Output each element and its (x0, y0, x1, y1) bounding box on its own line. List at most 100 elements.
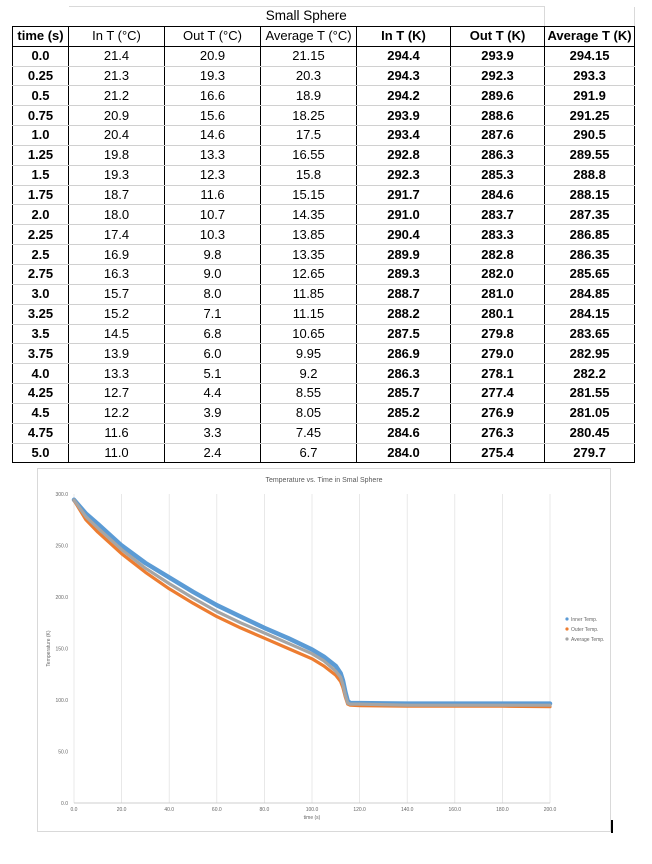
x-tick-label: 200.0 (544, 807, 557, 813)
table-cell: 18.7 (68, 185, 165, 206)
table-cell: 19.8 (68, 145, 165, 166)
table-cell: 1.5 (12, 165, 69, 186)
table-cell: 294.15 (544, 46, 636, 67)
table-cell: 9.0 (164, 264, 261, 285)
table-cell: 13.3 (164, 145, 261, 166)
legend-marker (565, 637, 569, 641)
table-cell: 289.9 (356, 244, 451, 265)
table-cell: 284.6 (450, 185, 546, 206)
table-cell: 290.4 (356, 224, 451, 246)
table-cell: 3.0 (12, 284, 69, 305)
table-cell: 3.25 (12, 304, 69, 325)
table-cell: 282.0 (450, 264, 546, 285)
table-cell: 290.5 (544, 125, 636, 146)
table-cell: 2.75 (12, 264, 69, 285)
table-cell: 18.9 (260, 85, 357, 107)
table-cell: 2.0 (12, 204, 69, 226)
x-tick-label: 140.0 (401, 807, 414, 813)
table-row: 2.25 17.4 10.3 13.85 290.4 283.3 286.85 (12, 224, 636, 246)
table-cell: 15.7 (68, 284, 165, 305)
table-cell: 289.3 (356, 264, 451, 285)
table-row: 4.75 11.6 3.3 7.45 284.6 276.3 280.45 (12, 423, 636, 444)
table-row: 0.25 21.3 19.3 20.3 294.3 292.3 293.3 (12, 66, 636, 87)
table-cell: 10.65 (260, 324, 357, 345)
table-cell: 13.9 (68, 343, 165, 365)
chart-title: Temperature vs. Time in Smal Sphere (265, 477, 382, 484)
table-cell: 13.35 (260, 244, 357, 265)
x-tick-label: 60.0 (212, 807, 222, 813)
small-sphere-table: Small Sphere time (s) In T (°C) Out T (°C)… (12, 6, 636, 464)
table-cell: 6.8 (164, 324, 261, 345)
column-header: In T (K) (356, 26, 451, 47)
table-cell: 10.3 (164, 224, 261, 246)
table-cell: 1.25 (12, 145, 69, 166)
table-cell: 0.0 (12, 46, 69, 67)
x-axis-label: time (s) (304, 815, 321, 821)
table-cell: 4.4 (164, 383, 261, 404)
table-cell: 283.7 (450, 204, 546, 226)
table-cell: 16.9 (68, 244, 165, 265)
table-cell: 285.2 (356, 403, 451, 424)
table-cell: 2.25 (12, 224, 69, 246)
table-cell: 0.5 (12, 85, 69, 107)
table-cell: 291.25 (544, 105, 636, 127)
table-cell: 275.4 (450, 443, 546, 464)
legend-entry: Inner Temp. (571, 617, 597, 623)
table-cell: 11.15 (260, 304, 357, 325)
table-cell: 19.3 (68, 165, 165, 186)
table-title: Small Sphere (68, 6, 546, 27)
x-tick-label: 20.0 (117, 807, 127, 813)
table-cell: 9.2 (260, 363, 357, 385)
table-cell: 281.0 (450, 284, 546, 305)
table-cell: 294.3 (356, 66, 451, 87)
table-cell: 282.8 (450, 244, 546, 265)
table-cell: 284.6 (356, 423, 451, 444)
table-cell: 21.3 (68, 66, 165, 87)
y-tick-label: 200.0 (55, 595, 68, 601)
table-cell: 19.3 (164, 66, 261, 87)
table-row: 4.25 12.7 4.4 8.55 285.7 277.4 281.55 (12, 383, 636, 404)
table-row: 5.0 11.0 2.4 6.7 284.0 275.4 279.7 (12, 443, 636, 464)
table-cell: 12.3 (164, 165, 261, 186)
table-cell: 279.8 (450, 324, 546, 345)
table-cell: 9.95 (260, 343, 357, 365)
table-cell: 294.2 (356, 85, 451, 107)
column-header: Out T (K) (450, 26, 546, 47)
table-row: 1.75 18.7 11.6 15.15 291.7 284.6 288.15 (12, 185, 636, 206)
table-cell: 5.0 (12, 443, 69, 464)
table-cell: 2.5 (12, 244, 69, 265)
x-tick-label: 40.0 (164, 807, 174, 813)
legend-entry: Outer Temp. (571, 627, 598, 633)
table-cell: 280.1 (450, 304, 546, 325)
table-cell: 4.25 (12, 383, 69, 404)
y-tick-label: 50.0 (58, 750, 68, 756)
table-row: 3.75 13.9 6.0 9.95 286.9 279.0 282.95 (12, 343, 636, 365)
legend-marker (565, 627, 569, 631)
table-cell: 15.8 (260, 165, 357, 186)
table-cell: 3.75 (12, 343, 69, 365)
table-cell: 20.9 (164, 46, 261, 67)
table-cell: 7.45 (260, 423, 357, 444)
y-tick-label: 150.0 (55, 647, 68, 653)
legend-marker (565, 617, 569, 621)
title-spacer-right (544, 6, 636, 27)
table-cell: 13.85 (260, 224, 357, 246)
table-cell: 16.6 (164, 85, 261, 107)
table-cell: 292.3 (450, 66, 546, 87)
table-row: 0.0 21.4 20.9 21.15 294.4 293.9 294.15 (12, 46, 636, 67)
table-cell: 276.9 (450, 403, 546, 424)
table-cell: 1.75 (12, 185, 69, 206)
table-cell: 1.0 (12, 125, 69, 146)
chart-svg: 0.0 20.0 40.0 60.0 80.0 100.0 120.0 140.0 160.0 1… (46, 477, 604, 821)
table-cell: 292.8 (356, 145, 451, 166)
table-cell: 18.0 (68, 204, 165, 226)
table-cell: 282.2 (544, 363, 636, 385)
table-cell: 16.3 (68, 264, 165, 285)
table-cell: 286.9 (356, 343, 451, 365)
text-cursor (611, 820, 613, 833)
column-header: Average T (K) (544, 26, 636, 47)
table-header-row: time (s) In T (°C) Out T (°C) Average T (°C… (12, 26, 636, 47)
temperature-chart: 0.0 20.0 40.0 60.0 80.0 100.0 120.0 140.0 160.0 1… (37, 468, 611, 832)
table-cell: 6.0 (164, 343, 261, 365)
table-cell: 287.35 (544, 204, 636, 226)
